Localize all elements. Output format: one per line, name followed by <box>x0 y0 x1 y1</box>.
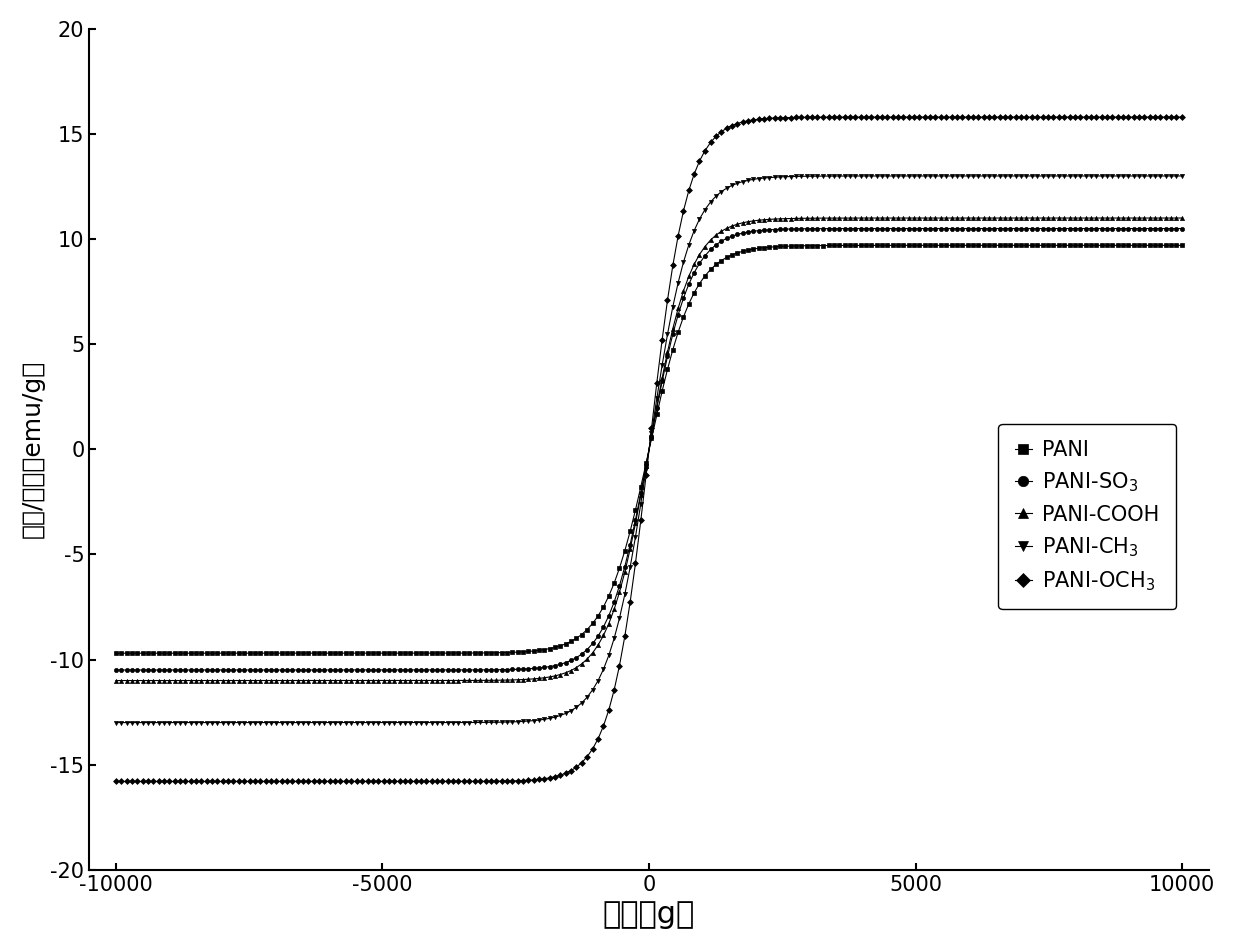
PANI-CH$_3$ <box>172 717 187 729</box>
PANI <box>1174 239 1189 251</box>
PANI-OCH$_3$ <box>172 776 187 788</box>
PANI-CH$_3$ <box>1121 170 1136 181</box>
PANI-COOH <box>306 674 321 686</box>
Line: PANI: PANI <box>114 243 1184 656</box>
Line: PANI-OCH$_3$: PANI-OCH$_3$ <box>114 115 1184 784</box>
Line: PANI-SO$_3$: PANI-SO$_3$ <box>114 226 1184 672</box>
PANI <box>306 648 321 659</box>
PANI <box>172 648 187 659</box>
Legend: PANI, PANI-SO$_3$, PANI-COOH, PANI-CH$_3$, PANI-OCH$_3$: PANI, PANI-SO$_3$, PANI-COOH, PANI-CH$_3… <box>998 424 1176 610</box>
PANI-SO$_3$ <box>172 664 187 675</box>
PANI-OCH$_3$ <box>1121 111 1136 123</box>
PANI <box>1121 239 1136 251</box>
PANI-CH$_3$ <box>392 717 407 729</box>
Line: PANI-COOH: PANI-COOH <box>114 216 1184 683</box>
PANI-CH$_3$ <box>151 717 166 729</box>
PANI <box>151 648 166 659</box>
Y-axis label: 磁矩/质量（emu/g）: 磁矩/质量（emu/g） <box>21 360 45 539</box>
X-axis label: 磁场（g）: 磁场（g） <box>603 901 696 929</box>
PANI-CH$_3$ <box>1174 170 1189 181</box>
PANI-OCH$_3$ <box>151 776 166 788</box>
PANI-SO$_3$ <box>392 664 407 675</box>
PANI-OCH$_3$ <box>1174 111 1189 123</box>
PANI-SO$_3$ <box>306 664 321 675</box>
PANI-COOH <box>108 674 123 686</box>
PANI-OCH$_3$ <box>392 776 407 788</box>
PANI-COOH <box>392 674 407 686</box>
PANI-SO$_3$ <box>1084 223 1099 235</box>
PANI-COOH <box>151 674 166 686</box>
Line: PANI-CH$_3$: PANI-CH$_3$ <box>114 174 1184 725</box>
PANI-COOH <box>1174 213 1189 224</box>
PANI-OCH$_3$ <box>1084 111 1099 123</box>
PANI-CH$_3$ <box>108 717 123 729</box>
PANI-SO$_3$ <box>1121 223 1136 235</box>
PANI-SO$_3$ <box>1174 223 1189 235</box>
PANI-SO$_3$ <box>151 664 166 675</box>
PANI <box>108 648 123 659</box>
PANI-SO$_3$ <box>108 664 123 675</box>
PANI-CH$_3$ <box>306 717 321 729</box>
PANI-CH$_3$ <box>1084 170 1099 181</box>
PANI-COOH <box>172 674 187 686</box>
PANI <box>1084 239 1099 251</box>
PANI-OCH$_3$ <box>108 776 123 788</box>
PANI-COOH <box>1121 213 1136 224</box>
PANI-COOH <box>1084 213 1099 224</box>
PANI <box>392 648 407 659</box>
PANI-OCH$_3$ <box>306 776 321 788</box>
